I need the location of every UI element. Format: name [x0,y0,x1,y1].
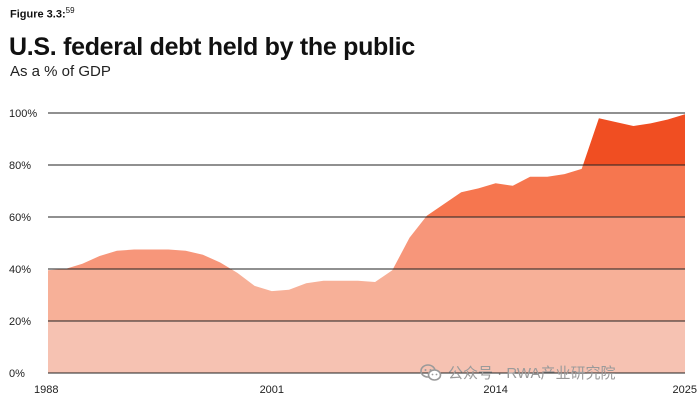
area-band-40-60 [48,217,685,269]
x-tick-label-2014: 2014 [483,384,507,396]
figure-label: Figure 3.3:59 [10,6,75,21]
x-tick-label-2025: 2025 [673,384,697,396]
figure-label-text: Figure 3.3: [10,8,66,21]
area-band-80-100 [48,114,685,165]
watermark: 公众号 · RWA产业研究院 [420,362,616,383]
x-tick-label-2001: 2001 [260,384,284,396]
x-tick-label-1988: 1988 [34,384,58,396]
wechat-icon [420,363,442,381]
area-band-60-80 [48,165,685,217]
y-tick-label-100: 100% [9,108,37,120]
y-tick-label-80: 80% [9,160,31,172]
y-tick-label-20: 20% [9,316,31,328]
area-band-0-20 [48,321,685,373]
y-tick-label-0: 0% [9,368,25,380]
chart-title: U.S. federal debt held by the public [9,33,415,61]
y-tick-label-40: 40% [9,264,31,276]
chart-subtitle: As a % of GDP [10,63,111,80]
y-tick-label-60: 60% [9,212,31,224]
figure-footnote: 59 [65,6,75,15]
area-band-20-40 [48,269,685,321]
watermark-text: 公众号 · RWA产业研究院 [448,365,616,382]
area-bands [48,114,685,373]
